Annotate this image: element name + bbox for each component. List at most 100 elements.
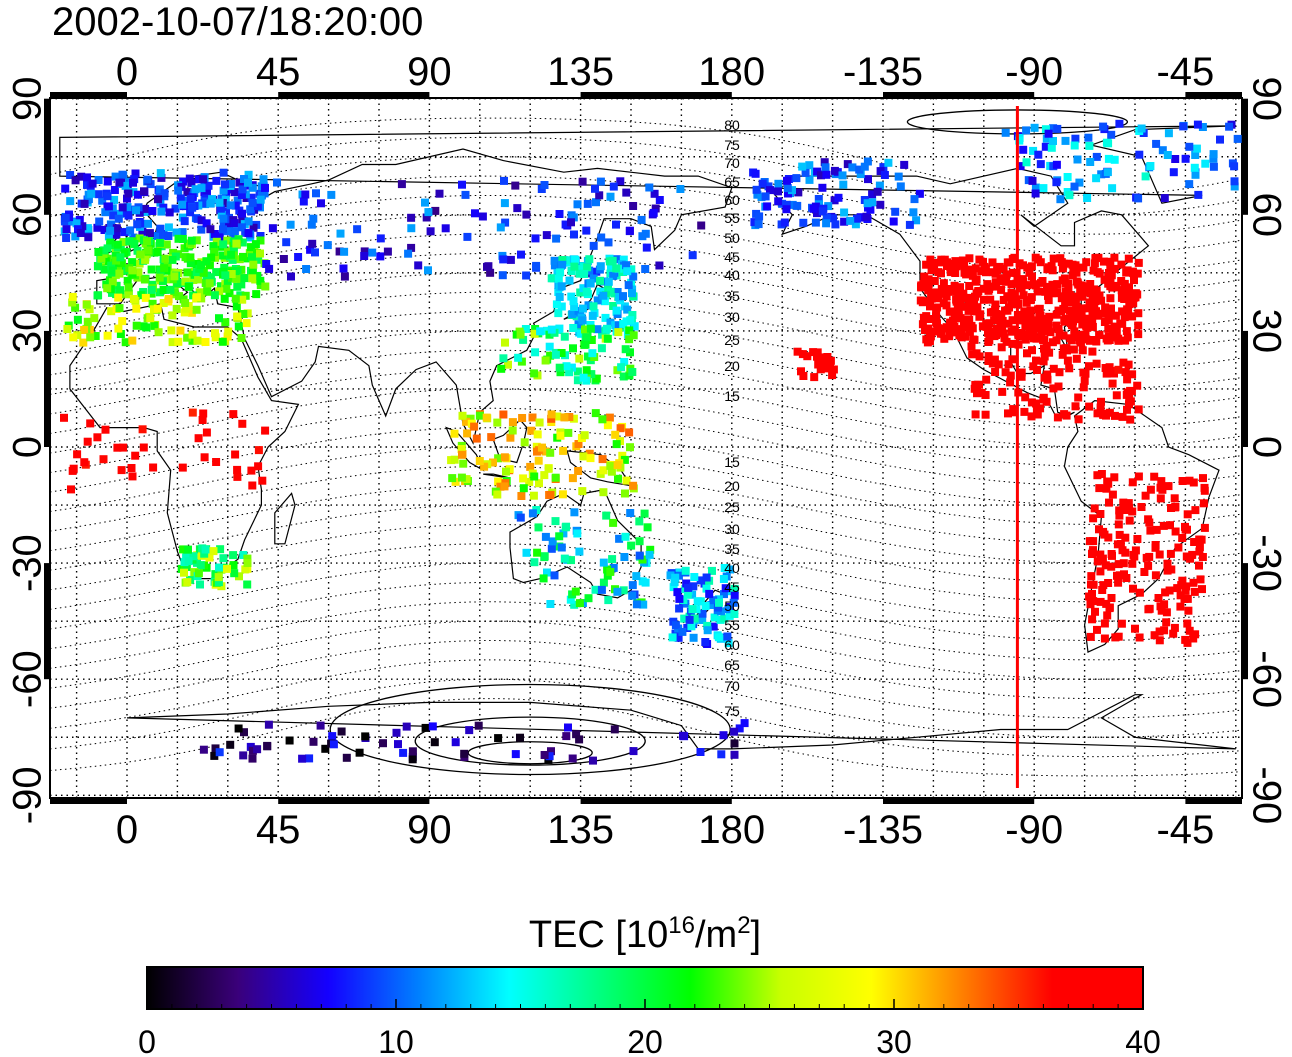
tec-cell bbox=[555, 210, 564, 218]
tec-cell bbox=[1191, 151, 1200, 159]
tec-cell bbox=[137, 291, 146, 300]
tec-cell bbox=[121, 181, 130, 190]
tec-cell bbox=[256, 281, 265, 290]
tec-cell bbox=[1134, 258, 1143, 267]
tec-cell bbox=[450, 429, 459, 438]
tec-cell bbox=[697, 221, 706, 230]
tec-cell bbox=[1074, 415, 1083, 424]
tec-cell bbox=[1065, 191, 1074, 200]
tec-cell bbox=[224, 327, 233, 336]
tec-cell bbox=[975, 255, 984, 264]
tec-cell bbox=[424, 208, 433, 217]
tec-cell bbox=[94, 291, 103, 300]
tec-cell bbox=[180, 217, 189, 226]
tec-cell bbox=[1158, 485, 1167, 494]
tec-cell bbox=[194, 434, 203, 443]
tec-cell bbox=[77, 172, 86, 181]
tec-cell bbox=[222, 207, 230, 216]
tec-cell bbox=[181, 277, 190, 286]
tec-cell bbox=[1088, 322, 1097, 331]
tec-cell bbox=[120, 228, 129, 237]
tec-cell bbox=[1044, 129, 1053, 138]
tec-cell bbox=[184, 545, 192, 554]
tec-cell bbox=[360, 252, 369, 260]
tec-cell bbox=[1088, 347, 1097, 356]
tec-cell bbox=[817, 171, 825, 180]
tec-cell bbox=[254, 446, 263, 455]
contour-label: 15 bbox=[724, 454, 740, 470]
tec-cell bbox=[625, 428, 634, 437]
tec-cell bbox=[1114, 560, 1123, 569]
tec-cell bbox=[1157, 477, 1166, 486]
tec-cell bbox=[641, 265, 650, 273]
tec-cell bbox=[184, 282, 193, 291]
colorbar-label: TEC [1016/m2] bbox=[529, 912, 761, 956]
tec-cell bbox=[982, 375, 991, 384]
tec-cell bbox=[100, 226, 109, 234]
tec-cell bbox=[1015, 259, 1024, 268]
tec-cell bbox=[253, 271, 262, 280]
tec-cell bbox=[1104, 579, 1113, 587]
tec-cell bbox=[960, 268, 969, 277]
tec-cell bbox=[233, 282, 242, 291]
tec-cell bbox=[862, 212, 871, 221]
tec-cell bbox=[809, 204, 818, 213]
tec-cell bbox=[846, 216, 855, 225]
tec-cell bbox=[1099, 581, 1108, 590]
tec-cell bbox=[1198, 553, 1207, 561]
tec-cell bbox=[581, 340, 590, 349]
tec-cell bbox=[182, 563, 191, 571]
tec-cell bbox=[138, 227, 147, 236]
tec-cell bbox=[1053, 280, 1062, 289]
tec-cell bbox=[178, 200, 187, 209]
tec-cell bbox=[219, 186, 228, 195]
tec-cell bbox=[586, 324, 595, 333]
tec-cell bbox=[407, 213, 416, 222]
left-y-tick-label: -30 bbox=[6, 534, 50, 592]
tec-cell bbox=[1100, 530, 1109, 539]
tec-cell bbox=[604, 277, 613, 286]
tec-cell bbox=[224, 215, 233, 224]
tec-cell bbox=[459, 459, 468, 468]
tec-cell bbox=[86, 333, 95, 342]
tec-cell bbox=[71, 232, 80, 241]
tec-cell bbox=[335, 247, 344, 256]
tec-cell bbox=[579, 373, 588, 382]
tec-cell bbox=[62, 234, 71, 242]
contour-label: 35 bbox=[724, 541, 740, 557]
tec-cell bbox=[1036, 160, 1045, 169]
tec-cell bbox=[225, 222, 234, 231]
tec-cell bbox=[140, 275, 149, 284]
tec-cell bbox=[988, 258, 997, 267]
tec-cell bbox=[212, 176, 221, 185]
tec-cell bbox=[1116, 319, 1125, 328]
axis-band bbox=[278, 798, 430, 804]
tec-cell bbox=[550, 571, 559, 580]
tec-cell bbox=[1045, 348, 1054, 357]
tec-cell bbox=[956, 283, 964, 292]
tec-cell bbox=[668, 633, 677, 642]
tec-cell bbox=[1199, 499, 1208, 508]
tec-cell bbox=[1095, 484, 1104, 493]
tec-cell bbox=[1006, 378, 1015, 387]
tec-cell bbox=[106, 238, 115, 247]
tec-cell bbox=[1089, 266, 1098, 275]
contour-label: 70 bbox=[724, 155, 740, 171]
tec-cell bbox=[244, 217, 253, 226]
tec-cell bbox=[489, 458, 497, 467]
tec-cell bbox=[408, 755, 417, 764]
tec-cell bbox=[937, 329, 945, 338]
tec-cell bbox=[520, 438, 529, 447]
tec-cell bbox=[240, 728, 248, 737]
tec-cell bbox=[635, 537, 644, 546]
tec-cell bbox=[63, 325, 72, 333]
tec-cell bbox=[114, 214, 123, 223]
tec-cell bbox=[138, 425, 147, 434]
tec-cell bbox=[610, 725, 619, 734]
tec-cell bbox=[1105, 257, 1114, 266]
tec-cell bbox=[157, 173, 166, 182]
tec-cell bbox=[143, 175, 152, 184]
tec-cell bbox=[818, 207, 827, 216]
tec-cell bbox=[244, 170, 253, 179]
tec-cell bbox=[1233, 134, 1242, 143]
